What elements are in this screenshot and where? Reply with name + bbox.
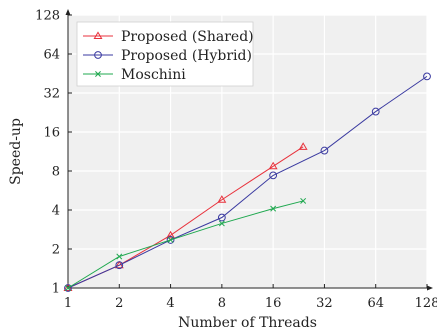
series-line <box>67 75 428 289</box>
data-point-triangle <box>268 161 278 170</box>
x-axis-label: Number of Threads <box>178 315 317 331</box>
x-tick-label: 128 <box>415 296 437 311</box>
legend-label: Moschini <box>121 67 186 83</box>
legend: Proposed (Shared) Proposed (Hybrid) Moschi… <box>76 21 254 87</box>
data-point-circle <box>269 171 278 180</box>
data-point-cross <box>65 285 71 291</box>
legend-entry: Proposed (Shared) <box>83 29 254 45</box>
data-point-cross <box>300 197 307 204</box>
data-point-cross <box>218 220 225 227</box>
x-tick-label: 8 <box>218 296 226 311</box>
x-tick-label: 32 <box>316 296 333 311</box>
data-point-triangle <box>217 195 227 203</box>
data-point-circle <box>115 261 124 270</box>
data-point-circle <box>217 213 226 222</box>
data-point-cross <box>167 236 174 243</box>
y-tick-label: 8 <box>52 165 60 180</box>
x-tick-label: 64 <box>367 296 384 311</box>
legend-box <box>76 21 254 87</box>
x-tick-label: 2 <box>115 296 123 311</box>
data-point-circle <box>64 284 72 292</box>
series-1 <box>64 72 431 292</box>
data-point-circle <box>371 107 380 116</box>
data-point-cross <box>270 205 277 212</box>
data-point-cross <box>95 71 101 77</box>
x-tick-label: 1 <box>64 296 72 311</box>
x-tick-label: 16 <box>265 296 282 311</box>
tick-labels: 1 2 4 8 16 32 64 128 1 2 4 8 16 32 64 128 <box>35 9 437 312</box>
axes <box>65 9 433 291</box>
data-point-circle <box>166 236 175 244</box>
legend-label: Proposed (Shared) <box>121 29 254 45</box>
y-tick-label: 128 <box>35 9 60 24</box>
legend-entry: Proposed (Hybrid) <box>83 48 252 64</box>
data-point-triangle <box>93 31 103 40</box>
y-tick-label: 4 <box>52 204 60 219</box>
data-point-triangle <box>298 142 308 150</box>
x-tick-label: 4 <box>166 296 174 311</box>
data-point-cross <box>116 253 123 260</box>
x-axis-arrow <box>427 285 433 291</box>
y-tick-label: 1 <box>52 282 60 297</box>
legend-label: Proposed (Hybrid) <box>121 48 252 64</box>
y-axis-arrow <box>65 9 71 15</box>
y-tick-label: 64 <box>43 48 60 63</box>
y-tick-label: 16 <box>43 126 60 141</box>
data-point-circle <box>423 72 431 81</box>
data-point-circle <box>320 146 329 155</box>
data-point-triangle <box>166 230 176 239</box>
data-point-circle <box>94 51 102 59</box>
legend-entry: Moschini <box>83 67 186 83</box>
series-2 <box>65 197 307 291</box>
y-tick-label: 32 <box>43 87 60 102</box>
y-axis-label: Speed-up <box>8 118 24 185</box>
y-tick-label: 2 <box>52 243 60 258</box>
series-line <box>67 200 304 289</box>
series <box>63 72 431 292</box>
